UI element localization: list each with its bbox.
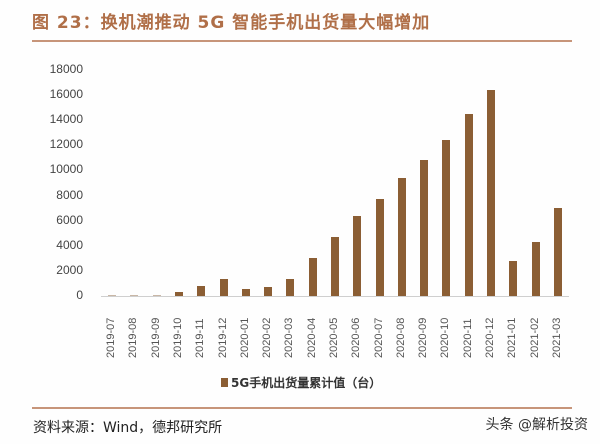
y-tick-label: 14000 (49, 112, 83, 127)
bar-2020-05 (331, 236, 339, 296)
y-tick-label: 0 (76, 288, 83, 302)
bar-2020-06 (353, 216, 362, 296)
x-tick-label: 2020-04 (305, 317, 318, 358)
bar-2019-12 (219, 279, 228, 296)
legend-label: 5G手机出货量累计值（台） (231, 376, 382, 390)
bar-2020-03 (286, 279, 295, 296)
bar-2019-08 (130, 294, 139, 296)
bar-2021-01 (509, 260, 518, 296)
bar-2019-07 (108, 294, 117, 296)
x-axis-line (101, 296, 569, 297)
bar-2019-09 (152, 294, 161, 296)
x-tick-label: 2020-03 (283, 317, 296, 358)
x-tick-label: 2020-08 (394, 317, 407, 358)
source-note: 资料来源：Wind，德邦研究所 (33, 420, 223, 436)
x-tick-label: 2020-06 (350, 317, 363, 358)
y-tick-label: 4000 (56, 237, 83, 252)
x-tick-label: 2020-07 (372, 317, 385, 358)
x-tick-label: 2021-03 (550, 317, 563, 358)
x-tick-label: 2020-02 (261, 317, 274, 358)
y-tick-label: 10000 (49, 162, 83, 177)
y-tick-label: 16000 (49, 87, 83, 102)
x-tick-label: 2019-07 (105, 317, 118, 358)
chart-title: 图 23：换机潮推动 5G 智能手机出货量大幅增加 (32, 13, 431, 33)
x-tick-label: 2019-08 (127, 317, 140, 358)
x-tick-label: 2020-01 (238, 317, 251, 358)
x-tick-label: 2020-05 (328, 317, 340, 358)
legend-swatch (221, 378, 228, 387)
x-tick-label: 2019-11 (194, 318, 207, 358)
bar-2020-04 (308, 257, 317, 296)
y-tick-label: 6000 (56, 212, 83, 227)
bar-2020-07 (375, 198, 384, 296)
title-divider (32, 40, 572, 42)
x-tick-label: 2019-12 (216, 317, 229, 358)
x-tick-label: 2019-10 (172, 317, 184, 358)
x-tick-label: 2020-10 (439, 317, 452, 358)
bar-2021-03 (553, 207, 562, 296)
x-tick-label: 2021-02 (528, 317, 541, 358)
x-tick-label: 2020-11 (461, 318, 474, 358)
bar-2020-02 (264, 286, 273, 296)
x-tick-label: 2020-09 (417, 317, 430, 358)
x-tick-label: 2020-12 (484, 317, 496, 358)
bar-2020-12 (487, 89, 495, 296)
bar-2021-02 (531, 242, 540, 296)
chart-legend: 5G手机出货量累计值（台） (221, 374, 381, 391)
bar-2020-09 (420, 159, 429, 296)
bar-2020-11 (464, 113, 473, 296)
y-tick-label: 2000 (56, 262, 83, 277)
y-tick-label: 8000 (56, 187, 83, 202)
bar-2019-11 (197, 285, 206, 296)
x-tick-label: 2019-09 (149, 317, 162, 358)
footer-divider (32, 407, 572, 409)
y-tick-label: 12000 (49, 137, 83, 152)
bar-2020-01 (241, 288, 250, 296)
x-tick-label: 2021-01 (506, 317, 519, 358)
bar-2020-10 (442, 139, 451, 296)
bar-2020-08 (397, 177, 406, 296)
bar-2019-10 (175, 291, 183, 296)
y-tick-label: 18000 (49, 62, 83, 76)
watermark: 头条 @解析投资 (485, 417, 588, 433)
